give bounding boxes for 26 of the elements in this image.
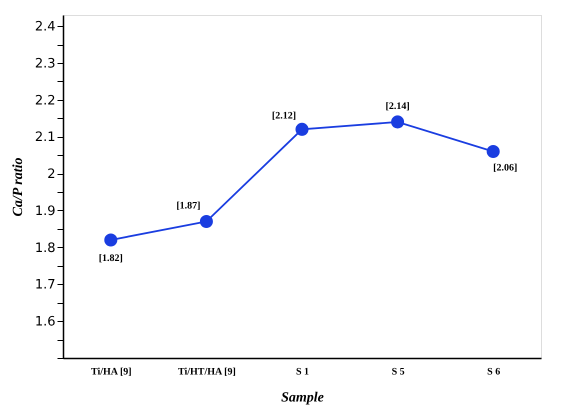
y-tick-label: 2.2 [34, 93, 56, 108]
y-axis-title: Ca/P ratio [10, 158, 26, 216]
point [295, 122, 309, 136]
y-tick-label: 2.4 [34, 20, 56, 35]
point [104, 233, 118, 246]
y-tick-label: 2.1 [34, 130, 56, 146]
x-axis-title: Sample [281, 390, 324, 406]
data-label: [1.82] [98, 252, 123, 264]
point [391, 115, 404, 128]
y-tick-label: 1.6 [34, 314, 56, 330]
x-tick-label: S 6 [487, 366, 500, 378]
data-label: [1.87] [176, 200, 200, 212]
x-tick-label: Ti/HT/HA [9] [178, 366, 236, 378]
data-label: [2.14] [386, 100, 410, 112]
y-tick-label: 2 [47, 167, 56, 182]
y-tick-label: 1.8 [34, 240, 56, 256]
data-label: [2.12] [272, 110, 296, 122]
x-tick-label: Ti/HA [9] [90, 366, 132, 378]
y-tick-label: 1.7 [34, 278, 56, 293]
data-label: [2.06] [493, 162, 518, 174]
point [486, 144, 500, 158]
x-tick-label: S 1 [296, 366, 310, 378]
y-tick-label: 2.3 [34, 56, 56, 72]
point [200, 215, 213, 228]
y-tick-label: 1.9 [34, 204, 56, 219]
x-tick-label: S 5 [392, 366, 405, 378]
